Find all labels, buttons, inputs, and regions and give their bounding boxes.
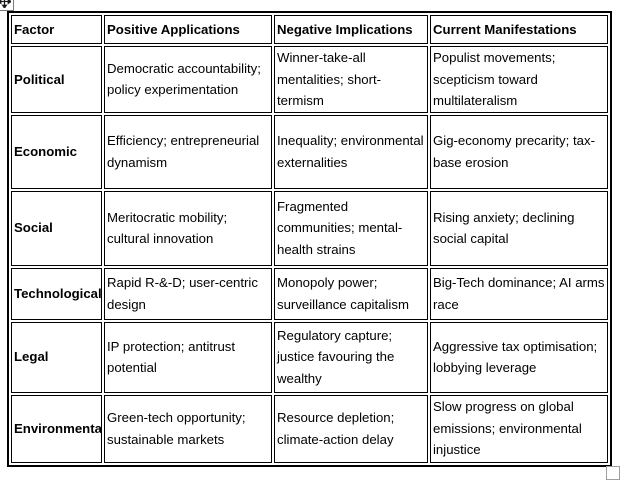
table-row-environmental: Environmental Green-tech opportunity; su… [11,395,608,463]
current-cell: Populist movements; scepticism toward mu… [430,46,608,113]
table-row-economic: Economic Efficiency; entrepreneurial dyn… [11,115,608,189]
factor-label: Environmental [11,395,102,463]
negative-cell: Resource depletion; climate-action delay [274,395,428,463]
current-cell: Big-Tech dominance; AI arms race [430,268,608,320]
table-row-legal: Legal IP protection; antitrust potential… [11,322,608,393]
negative-cell: Regulatory capture; justice favouring th… [274,322,428,393]
positive-cell: IP protection; antitrust potential [104,322,272,393]
table-row-political: Political Democratic accountability; pol… [11,46,608,113]
table-move-handle[interactable] [0,0,14,11]
factor-label: Economic [11,115,102,189]
current-cell: Aggressive tax optimisation; lobbying le… [430,322,608,393]
positive-cell: Democratic accountability; policy experi… [104,46,272,113]
column-header-factor: Factor [11,15,102,44]
column-header-positive-applications: Positive Applications [104,15,272,44]
table-row-technological: Technological Rapid R-&-D; user-centric … [11,268,608,320]
positive-cell: Efficiency; entrepreneurial dynamism [104,115,272,189]
factor-label: Legal [11,322,102,393]
negative-cell: Fragmented communities; mental-health st… [274,191,428,266]
pestle-table: Factor Positive Applications Negative Im… [7,11,612,467]
factor-label: Political [11,46,102,113]
current-cell: Rising anxiety; declining social capital [430,191,608,266]
move-arrows-icon [0,0,11,8]
column-header-negative-implications: Negative Implications [274,15,428,44]
column-header-current-manifestations: Current Manifestations [430,15,608,44]
positive-cell: Meritocratic mobility; cultural innovati… [104,191,272,266]
negative-cell: Winner-take-all mentalities; short-termi… [274,46,428,113]
current-cell: Gig-economy precarity; tax-base erosion [430,115,608,189]
current-cell: Slow progress on global emissions; envir… [430,395,608,463]
factor-label: Technological [11,268,102,320]
negative-cell: Inequality; environmental externalities [274,115,428,189]
header-row: Factor Positive Applications Negative Im… [11,15,608,44]
positive-cell: Rapid R-&-D; user-centric design [104,268,272,320]
negative-cell: Monopoly power; surveillance capitalism [274,268,428,320]
table-row-social: Social Meritocratic mobility; cultural i… [11,191,608,266]
factor-label: Social [11,191,102,266]
positive-cell: Green-tech opportunity; sustainable mark… [104,395,272,463]
table-resize-handle[interactable] [606,466,620,480]
